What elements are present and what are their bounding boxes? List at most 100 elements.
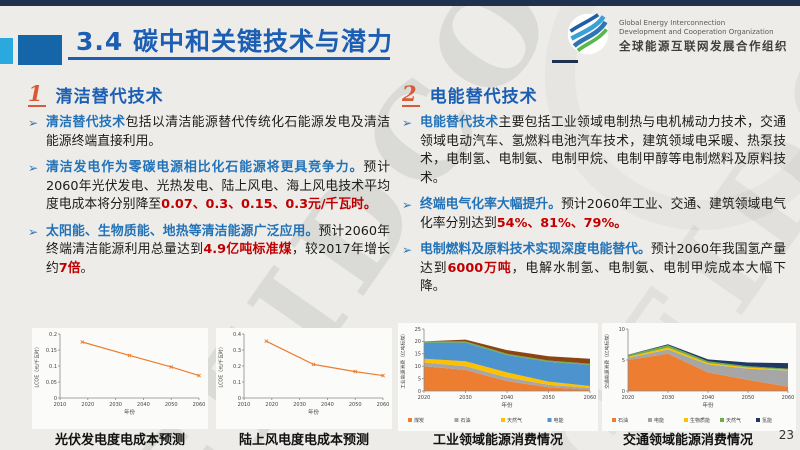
bullet-text: 太阳能、生物质能、地热等清洁能源广泛应用。预计2060年终端清洁能源利用总量达到… [46, 223, 390, 279]
svg-text:0.15: 0.15 [46, 348, 57, 354]
wind-chart-caption: 陆上风电度电成本预测 [238, 433, 369, 448]
logo-accent-dash [552, 60, 578, 63]
top-navy-bar [0, 0, 800, 6]
logo-name-english-line2: Development and Cooperation Organization [619, 27, 774, 36]
bullet-item: ➢ 电能替代技术主要包括工业领域电制热与电机械动力技术，交通领域电动汽车、氢燃料… [402, 114, 786, 188]
svg-text:0: 0 [238, 396, 241, 402]
bullet-text: 清洁发电作为零碳电源相比化石能源将更具竞争力。预计2060年光伏发电、光热发电、… [46, 159, 390, 215]
svg-text:2050: 2050 [742, 395, 755, 401]
svg-text:2020: 2020 [265, 402, 278, 408]
geidco-globe-icon [565, 11, 611, 61]
svg-text:2030: 2030 [293, 402, 306, 408]
bullet-text: 电制燃料及原料技术实现深度电能替代。预计2060年我国氢产量达到6000万吨，电… [420, 241, 786, 297]
svg-text:0.4: 0.4 [233, 332, 241, 338]
text-run: 6000万吨 [447, 260, 512, 276]
text-run: 主要包括工业领域电制热与电机械动力技术，交通领域电动汽车、氢燃料电池汽车技术，建… [420, 115, 787, 186]
svg-text:2060: 2060 [193, 402, 206, 408]
svg-text:年份: 年份 [124, 408, 136, 416]
svg-text:2040: 2040 [702, 395, 715, 401]
bullet-item: ➢ 太阳能、生物质能、地热等清洁能源广泛应用。预计2060年终端清洁能源利用总量… [28, 223, 390, 279]
geidco-logo: Global Energy Interconnection Developmen… [565, 11, 788, 61]
svg-text:15: 15 [415, 352, 421, 358]
text-run: 清洁替代技术 [46, 115, 126, 130]
svg-text:0.3: 0.3 [233, 348, 241, 354]
svg-text:25: 25 [415, 327, 421, 333]
text-run: 电能替代技术 [420, 115, 499, 130]
logo-name-chinese: 全球能源互联网发展合作组织 [619, 38, 788, 53]
text-run: 0.07、0.3、0.15、0.3元/千瓦时。 [161, 197, 377, 213]
bullet-arrow-icon: ➢ [28, 161, 39, 176]
svg-text:2010: 2010 [238, 402, 251, 408]
svg-text:电能: 电能 [554, 417, 564, 424]
bullet-item: ➢ 清洁发电作为零碳电源相比化石能源将更具竞争力。预计2060年光伏发电、光热发… [28, 159, 390, 215]
svg-text:电能: 电能 [654, 417, 664, 424]
text-run: ，电解水制氢、电制氨、电制甲烷成本大幅下降。 [420, 260, 786, 295]
svg-text:2060: 2060 [584, 395, 597, 401]
svg-text:工业能源消费（亿吨标煤）: 工业能源消费（亿吨标煤） [400, 331, 407, 389]
svg-text:生物质能: 生物质能 [690, 417, 710, 424]
industry-chart-caption: 工业领域能源消费情况 [432, 433, 563, 448]
text-run: ，较2017年增长约 [46, 242, 391, 276]
text-run: 预计2060年我国氢产量达到 [420, 242, 787, 276]
text-run: 清洁发电作为零碳电源相比化石能源将更具竞争力。 [46, 160, 364, 176]
svg-text:2050: 2050 [165, 402, 178, 408]
svg-text:10: 10 [619, 327, 625, 333]
bullet-arrow-icon: ➢ [28, 224, 39, 239]
svg-text:2040: 2040 [321, 402, 334, 408]
svg-text:石油: 石油 [461, 417, 471, 424]
section-1-title: 清洁替代技术 [55, 87, 164, 107]
svg-text:LCOE（元/千瓦时）: LCOE（元/千瓦时） [34, 344, 41, 387]
svg-text:煤炭: 煤炭 [414, 417, 424, 424]
text-run: 电制燃料及原料技术实现深度电能替代。 [420, 242, 651, 258]
onshore-wind-lcoe-chart: 0 0.1 0.2 0.3 0.4 2010 2020 2030 2040 2050 2060 年份 L… [216, 328, 392, 429]
svg-text:5: 5 [622, 358, 625, 364]
section-1-number: 1 [28, 83, 46, 107]
bullet-text: 清洁替代技术包括以清洁能源替代传统化石能源发电及清洁能源终端直接利用。 [46, 114, 390, 151]
svg-text:0.2: 0.2 [233, 364, 241, 370]
text-run: 4.9亿吨标准煤 [203, 242, 292, 258]
svg-text:2030: 2030 [109, 402, 122, 408]
svg-text:0.1: 0.1 [49, 364, 57, 370]
svg-text:石油: 石油 [618, 417, 628, 424]
svg-text:年份: 年份 [308, 408, 320, 416]
text-run: 。 [80, 260, 94, 276]
title-accent-square-light [0, 38, 13, 64]
svg-text:2010: 2010 [54, 402, 67, 408]
svg-text:交通能源消费（亿吨标煤）: 交通能源消费（亿吨标煤） [604, 331, 611, 389]
logo-name-english-line1: Global Energy Interconnection [619, 19, 726, 28]
svg-text:2060: 2060 [782, 395, 795, 401]
svg-text:2030: 2030 [459, 395, 472, 401]
bullet-text: 电能替代技术主要包括工业领域电制热与电机械动力技术，交通领域电动汽车、氢燃料电池… [420, 114, 786, 188]
section-electricity-replacement: 2 电能替代技术 ➢ 电能替代技术主要包括工业领域电制热与电机械动力技术，交通领… [402, 82, 786, 305]
pv-lcoe-chart: 0 0.05 0.1 0.15 0.2 2010 2020 2030 2040 2050 2060 年… [32, 328, 208, 429]
text-run: 终端电气化率大幅提升。 [420, 197, 562, 213]
bullet-arrow-icon: ➢ [402, 243, 413, 258]
text-run: 太阳能、生物质能、地热等清洁能源广泛应用。 [46, 223, 319, 239]
svg-text:0: 0 [418, 389, 421, 395]
bullet-arrow-icon: ➢ [402, 116, 413, 130]
svg-text:5: 5 [418, 376, 421, 382]
svg-text:2030: 2030 [662, 395, 675, 401]
svg-text:10: 10 [415, 364, 421, 370]
slide-title: 3.4 碳中和关键技术与潜力 [76, 27, 393, 56]
svg-text:年份: 年份 [501, 401, 513, 409]
svg-text:天然气: 天然气 [726, 417, 741, 424]
svg-text:0.1: 0.1 [233, 380, 241, 386]
svg-text:2020: 2020 [622, 395, 635, 401]
svg-text:2060: 2060 [377, 402, 390, 408]
svg-text:天然气: 天然气 [507, 417, 522, 424]
transport-energy-consumption-chart: 0 5 10 2020 2030 2040 2050 2060 年份 交通能源消费（亿吨标煤） 石油… [602, 323, 796, 431]
text-run: 54%、81%、79%。 [496, 215, 628, 231]
svg-text:2040: 2040 [501, 395, 514, 401]
svg-text:0: 0 [54, 396, 57, 402]
title-accent-square-dark [18, 35, 62, 65]
bullet-arrow-icon: ➢ [28, 116, 39, 130]
svg-text:2050: 2050 [349, 402, 362, 408]
section-1-header: 1 清洁替代技术 [28, 82, 390, 107]
text-run: 包括以清洁能源替代传统化石能源发电及清洁能源终端直接利用。 [46, 115, 391, 149]
svg-text:0.2: 0.2 [49, 332, 57, 338]
svg-text:2040: 2040 [137, 402, 150, 408]
transport-chart-caption: 交通领域能源消费情况 [622, 433, 753, 448]
bullet-item: ➢ 电制燃料及原料技术实现深度电能替代。预计2060年我国氢产量达到6000万吨… [402, 241, 786, 297]
